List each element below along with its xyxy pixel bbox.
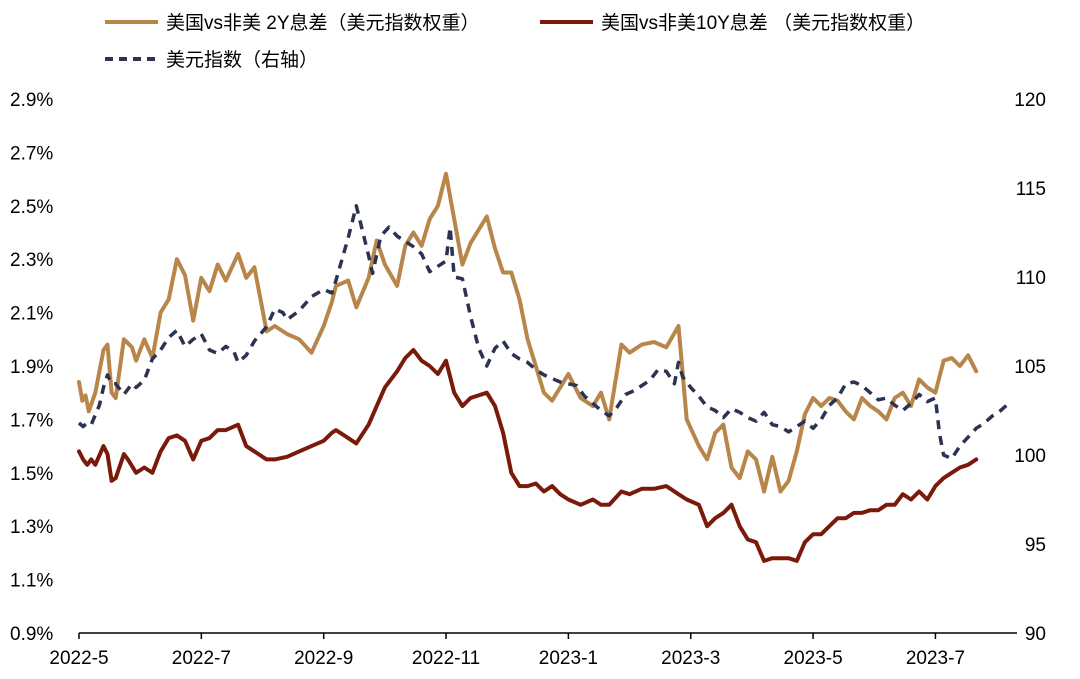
y-left-tick-label: 1.5% bbox=[10, 464, 53, 485]
y-left-tick-label: 2.3% bbox=[10, 250, 53, 271]
x-tick-label: 2023-1 bbox=[539, 648, 598, 669]
x-tick-label: 2022-11 bbox=[412, 648, 480, 669]
x-tick-label: 2023-5 bbox=[784, 648, 843, 669]
y-right-tick-label: 115 bbox=[1016, 179, 1046, 200]
y-left-tick-label: 1.3% bbox=[10, 517, 53, 538]
y-left-tick-label: 1.7% bbox=[10, 410, 53, 431]
x-tick-label: 2022-7 bbox=[172, 648, 231, 669]
legend-item-2y-spread: 美国vs非美 2Y息差（美元指数权重） bbox=[105, 12, 480, 34]
legend-label-dxy: 美元指数（右轴） bbox=[166, 49, 318, 71]
legend: 美国vs非美 2Y息差（美元指数权重） 美国vs非美10Y息差 （美元指数权重）… bbox=[105, 12, 925, 71]
y-left-tick-label: 2.1% bbox=[10, 304, 53, 325]
y-right-tick-label: 95 bbox=[1025, 535, 1046, 556]
series bbox=[77, 171, 1010, 563]
y-right-tick-label: 100 bbox=[1014, 446, 1046, 467]
y-left-tick-label: 0.9% bbox=[10, 624, 53, 645]
line-2y-spread bbox=[77, 171, 979, 494]
y-right-tick-label: 105 bbox=[1014, 357, 1046, 378]
line-10y-spread bbox=[77, 348, 979, 563]
x-tick-label: 2022-5 bbox=[49, 648, 108, 669]
x-tick-label: 2022-9 bbox=[294, 648, 353, 669]
axes: 2022-5 2022-7 2022-9 2022-11 2023-1 2023-3 202… bbox=[10, 90, 1046, 669]
y-left-tick-label: 1.9% bbox=[10, 357, 53, 378]
y-left-tick-label: 1.1% bbox=[10, 571, 53, 592]
x-tick-label: 2023-7 bbox=[906, 648, 965, 669]
y-right-tick-label: 120 bbox=[1014, 90, 1046, 111]
y-right-tick-label: 90 bbox=[1025, 624, 1046, 645]
y-left-tick-label: 2.9% bbox=[10, 90, 53, 111]
y-right-tick-label: 110 bbox=[1016, 268, 1046, 289]
legend-label-10y-spread: 美国vs非美10Y息差 （美元指数权重） bbox=[601, 12, 925, 34]
y-left-tick-label: 2.7% bbox=[10, 143, 53, 164]
line-dxy bbox=[77, 204, 1010, 461]
legend-item-dxy: 美元指数（右轴） bbox=[105, 49, 318, 71]
x-tick-label: 2023-3 bbox=[661, 648, 720, 669]
legend-label-2y-spread: 美国vs非美 2Y息差（美元指数权重） bbox=[166, 12, 480, 34]
legend-item-10y-spread: 美国vs非美10Y息差 （美元指数权重） bbox=[540, 12, 925, 34]
y-left-tick-label: 2.5% bbox=[10, 197, 53, 218]
